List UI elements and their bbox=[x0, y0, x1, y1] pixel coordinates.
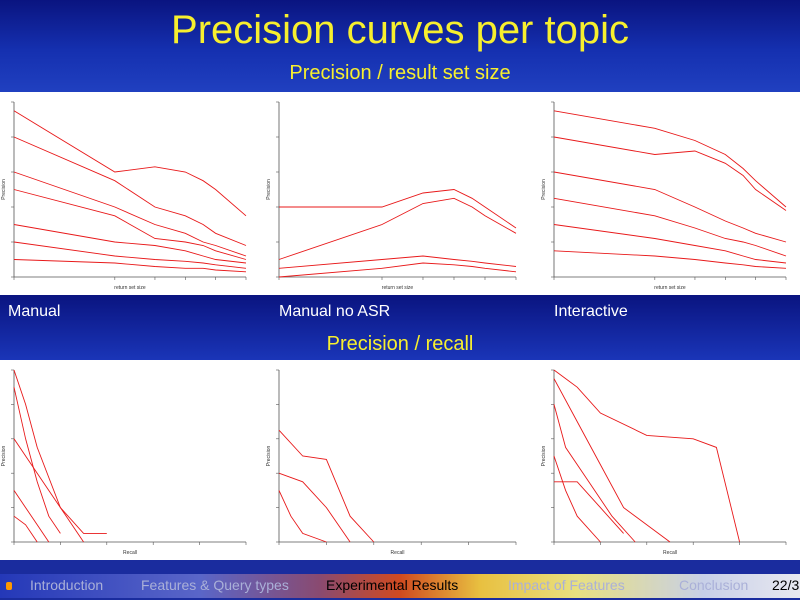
mid-band: Manual Manual no ASR Interactive Precisi… bbox=[0, 295, 800, 360]
series-line bbox=[13, 515, 38, 543]
y-axis-label: Precision bbox=[541, 179, 547, 200]
label-interactive: Interactive bbox=[554, 303, 628, 320]
series-line bbox=[13, 259, 247, 273]
nav-impact-of-features[interactable]: Impact of Features bbox=[508, 577, 625, 593]
series-line bbox=[278, 472, 351, 543]
series-line bbox=[553, 455, 601, 543]
series-line bbox=[13, 490, 50, 543]
series-line bbox=[278, 197, 517, 260]
subtitle-precision-recall: Precision / recall bbox=[326, 333, 474, 355]
title-band: Precision curves per topic Precision / r… bbox=[0, 0, 800, 92]
label-manual-no-asr: Manual no ASR bbox=[279, 303, 391, 320]
nav-introduction[interactable]: Introduction bbox=[30, 577, 104, 593]
series-line bbox=[553, 378, 671, 543]
series-line bbox=[13, 241, 247, 269]
y-axis-label: Precision bbox=[266, 446, 272, 467]
axis-frame bbox=[13, 102, 246, 278]
series-line bbox=[13, 387, 61, 534]
series-line bbox=[553, 110, 787, 208]
axis-frame bbox=[278, 102, 516, 278]
x-axis-label: return set size bbox=[382, 285, 414, 291]
plot-manual-no-asr-result-size: Precision return set size bbox=[265, 92, 530, 295]
series-line bbox=[553, 136, 787, 211]
axis-frame bbox=[553, 102, 786, 278]
x-axis-label: Recall bbox=[663, 550, 677, 556]
plot-row-result-set-size: Precision return set size Precision return… bbox=[0, 92, 800, 295]
x-axis-label: Recall bbox=[391, 550, 405, 556]
plot-interactive-recall: Precision Recall bbox=[540, 360, 800, 560]
series-line bbox=[553, 369, 741, 543]
series-line bbox=[13, 224, 247, 264]
axis-frame bbox=[553, 370, 786, 543]
series-line bbox=[13, 171, 247, 257]
x-axis-label: Recall bbox=[123, 550, 137, 556]
label-manual: Manual bbox=[8, 303, 61, 320]
x-axis-label: return set size bbox=[114, 285, 146, 291]
section-navigation-bar: Introduction Features & Query types Expe… bbox=[0, 574, 800, 598]
series-line bbox=[278, 490, 327, 543]
plot-manual-recall: Precision Recall bbox=[0, 360, 260, 560]
series-line bbox=[13, 136, 247, 246]
series-line bbox=[13, 189, 247, 260]
y-axis-label: Precision bbox=[1, 446, 7, 467]
series-line bbox=[13, 369, 107, 534]
subtitle-result-set-size: Precision / result set size bbox=[289, 62, 511, 84]
plot-manual-result-size: Precision return set size bbox=[0, 92, 260, 295]
series-line bbox=[278, 429, 375, 543]
plot-interactive-result-size: Precision return set size bbox=[540, 92, 800, 295]
series-line bbox=[553, 171, 787, 243]
series-line bbox=[553, 197, 787, 257]
series-line bbox=[553, 250, 787, 269]
plot-row-precision-recall: Precision Recall Precision Recall Precisio… bbox=[0, 360, 800, 560]
slide-title: Precision curves per topic bbox=[171, 8, 629, 52]
page-number: 22/3 bbox=[772, 577, 800, 593]
nav-conclusion[interactable]: Conclusion bbox=[679, 577, 749, 593]
axis-frame bbox=[278, 370, 516, 543]
nav-marker-icon bbox=[6, 582, 12, 590]
nav-experimental-results[interactable]: Experimental Results bbox=[326, 577, 459, 593]
nav-features-query-types[interactable]: Features & Query types bbox=[141, 577, 289, 593]
series-line bbox=[13, 438, 84, 543]
series-line bbox=[553, 224, 787, 264]
series-line bbox=[278, 262, 517, 278]
y-axis-label: Precision bbox=[1, 179, 7, 200]
plot-manual-no-asr-recall: Precision Recall bbox=[265, 360, 530, 560]
series-line bbox=[553, 404, 636, 543]
footer: Introduction Features & Query types Expe… bbox=[0, 560, 800, 600]
series-line bbox=[279, 189, 517, 229]
y-axis-label: Precision bbox=[266, 179, 272, 200]
series-line bbox=[13, 110, 247, 217]
series-line bbox=[278, 255, 517, 269]
y-axis-label: Precision bbox=[541, 446, 547, 467]
x-axis-label: return set size bbox=[654, 285, 686, 291]
series-line bbox=[554, 481, 624, 534]
